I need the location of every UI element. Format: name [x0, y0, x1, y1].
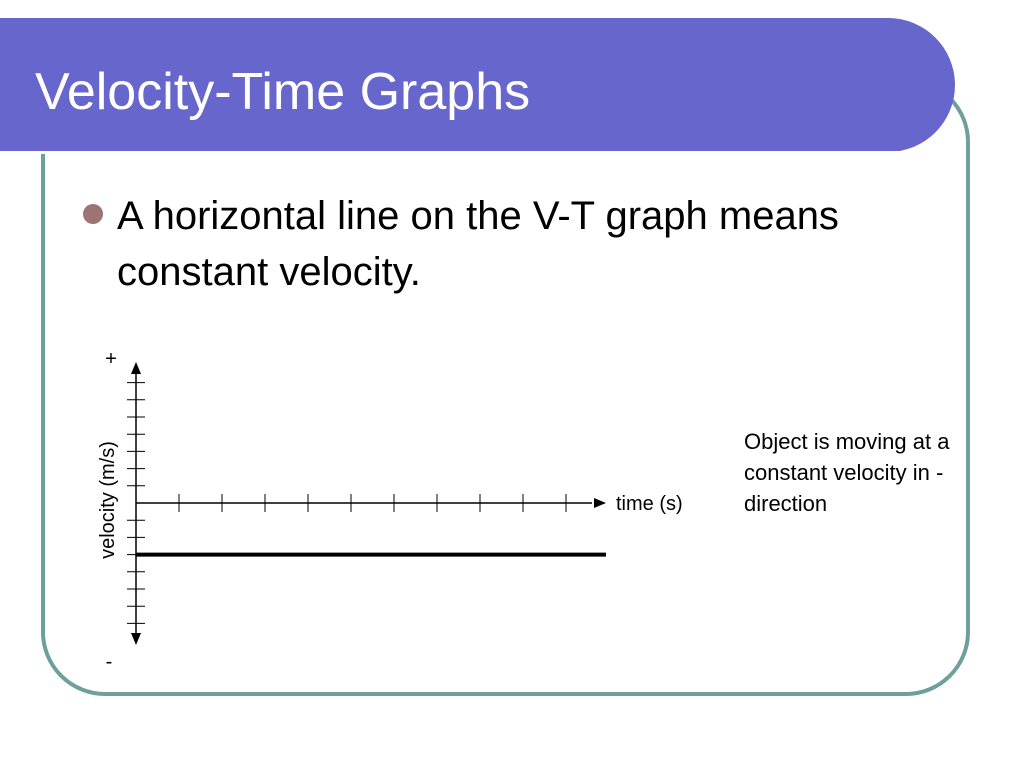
content-frame	[41, 78, 970, 696]
annotation-text: Object is moving at a constant velocity …	[744, 429, 950, 516]
x-axis-arrow	[594, 498, 606, 508]
bullet-text: A horizontal line on the V-T graph means…	[117, 194, 839, 294]
x-axis-label: time (s)	[616, 493, 683, 515]
y-axis-label: velocity (m/s)	[97, 441, 119, 559]
y-positive-label: +	[105, 348, 117, 370]
y-negative-label: -	[106, 651, 113, 673]
y-axis-arrow-up	[131, 362, 141, 374]
bullet-icon	[83, 204, 103, 224]
x-axis	[136, 494, 606, 512]
slide-title: Velocity-Time Graphs	[35, 63, 531, 121]
y-axis-arrow-down	[131, 633, 141, 645]
title-bar: Velocity-Time Graphs	[0, 18, 955, 154]
title-underline	[0, 151, 905, 154]
